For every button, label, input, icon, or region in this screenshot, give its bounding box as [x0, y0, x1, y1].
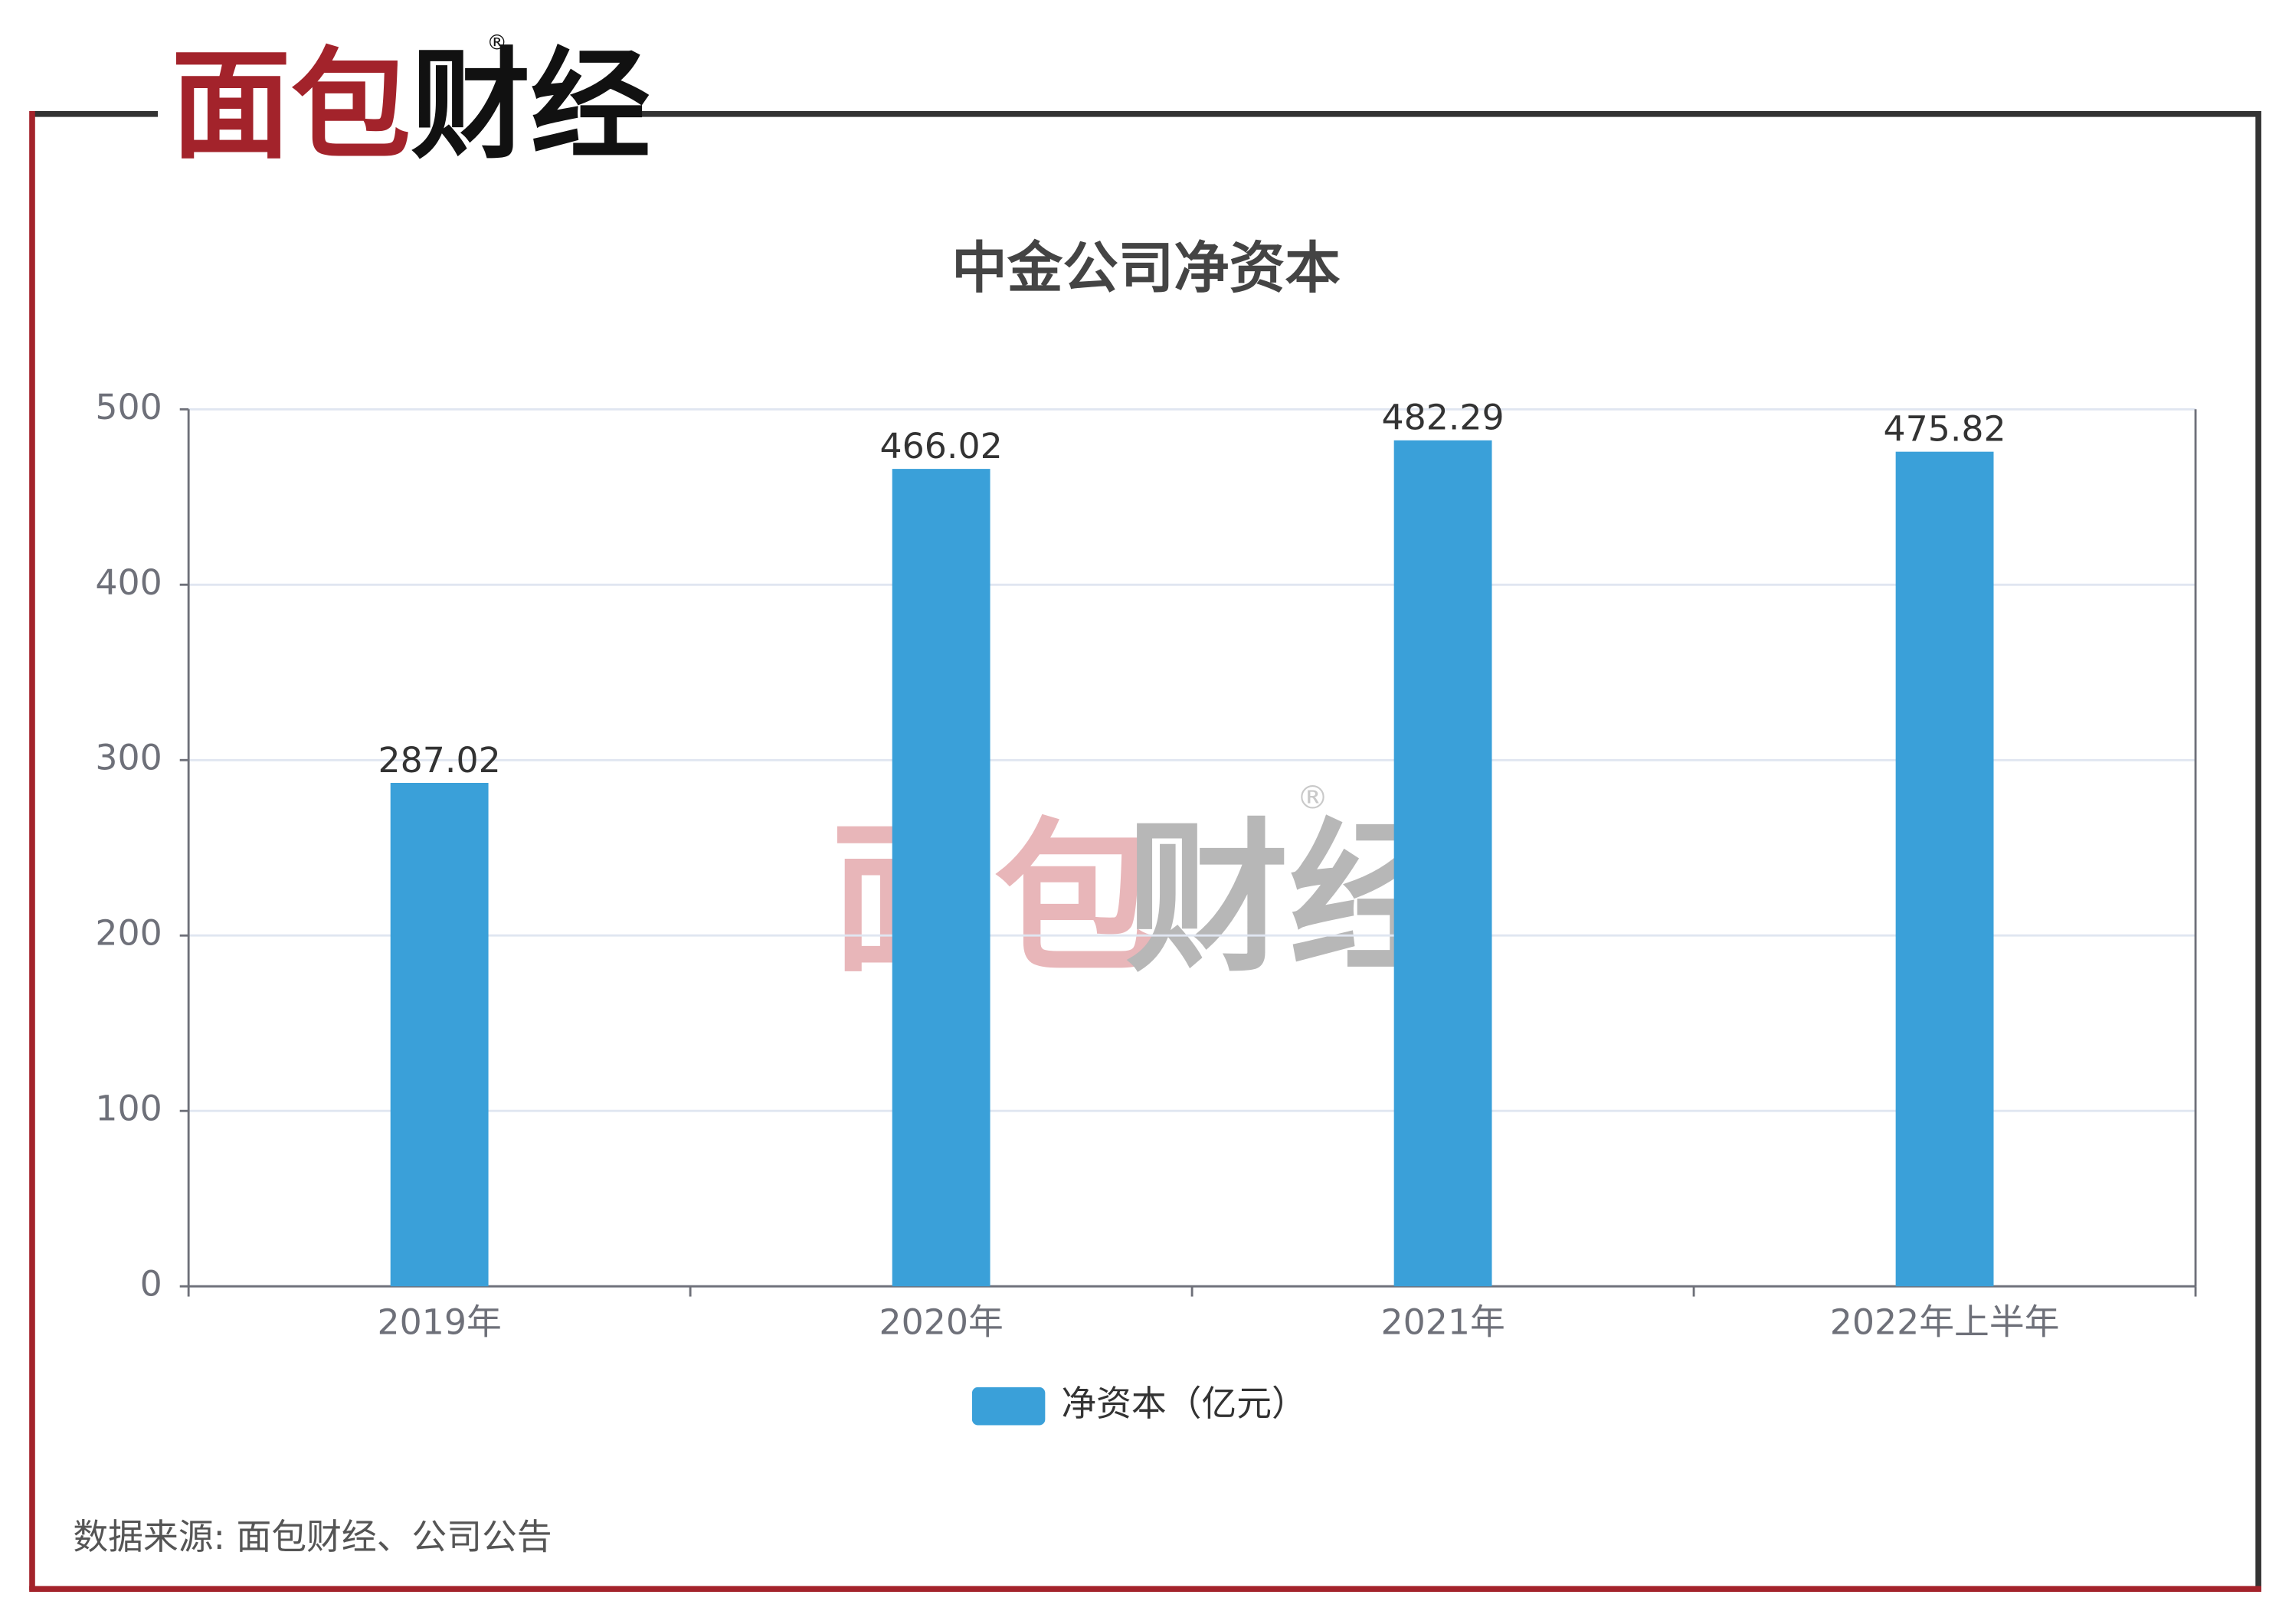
y-tick-label: 300 [95, 737, 162, 778]
value-label: 287.02 [378, 739, 501, 781]
legend-label: 净资本（亿元） [1061, 1383, 1306, 1424]
watermark-red: 面包 [830, 804, 1157, 994]
bar [1895, 451, 1994, 1287]
logo-mark: ® [486, 31, 507, 55]
value-label: 466.02 [880, 425, 1003, 467]
x-tick-label: 2022年上半年 [1830, 1301, 2060, 1342]
value-label: 475.82 [1883, 408, 2005, 449]
value-label: 482.29 [1381, 397, 1504, 438]
y-tick-label: 0 [140, 1263, 162, 1305]
bar [390, 782, 489, 1287]
logo-black: 财经 [411, 36, 650, 175]
y-tick-label: 200 [95, 912, 162, 954]
plot: 0 100 200 300 400 500 2019年 2020年 2021年 2022年上半年 2… [95, 386, 2197, 1426]
logo-red: 面包 [171, 36, 411, 175]
y-tick-label: 100 [95, 1088, 162, 1129]
x-tick-label: 2019年 [377, 1301, 501, 1342]
y-tick-label: 500 [95, 386, 162, 427]
legend-swatch [971, 1387, 1046, 1426]
logo: 面包 财经 ® [171, 31, 650, 175]
logo-bg [158, 87, 604, 146]
watermark-mark: ® [1297, 778, 1329, 816]
x-tick-label: 2020年 [879, 1301, 1003, 1342]
chart-title: 中金公司净资本 [951, 237, 1341, 301]
x-tick-label: 2021年 [1380, 1301, 1505, 1342]
bar [1393, 440, 1492, 1287]
source: 数据来源: 面包财经、公司公告 [73, 1516, 552, 1557]
bar [892, 469, 990, 1287]
y-tick-label: 400 [95, 562, 162, 603]
watermark: 面包 财经 ® [830, 778, 1453, 994]
